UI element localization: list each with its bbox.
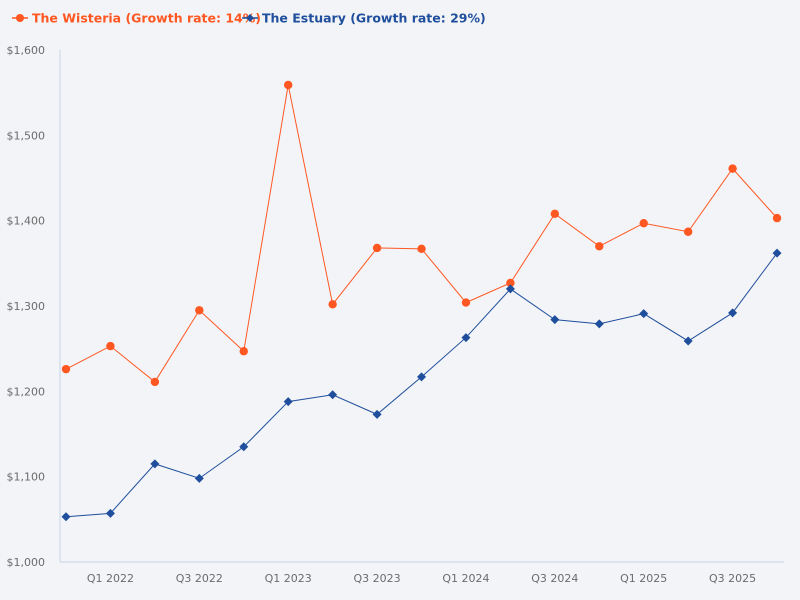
data-point xyxy=(417,244,426,254)
legend-marker-icon xyxy=(246,14,254,22)
data-point xyxy=(506,278,515,288)
data-point xyxy=(372,409,382,419)
data-point xyxy=(550,209,560,219)
x-tick-label: Q3 2022 xyxy=(176,572,223,585)
data-point xyxy=(772,248,782,258)
data-point xyxy=(328,300,337,309)
data-point xyxy=(150,377,160,387)
data-point xyxy=(461,298,471,307)
legend-label: The Wisteria (Growth rate: 14%) xyxy=(32,11,261,26)
data-point xyxy=(594,319,604,329)
data-point xyxy=(550,315,560,325)
x-tick-label: Q3 2024 xyxy=(531,572,578,585)
data-point xyxy=(284,80,293,90)
y-tick-label: $1,300 xyxy=(7,300,46,313)
y-tick-label: $1,100 xyxy=(7,471,46,484)
legend-label: The Estuary (Growth rate: 29%) xyxy=(262,11,486,26)
series-line-0 xyxy=(65,84,778,383)
data-point xyxy=(372,243,382,253)
data-point xyxy=(461,333,471,343)
data-point xyxy=(683,227,693,236)
y-tick-label: $1,500 xyxy=(7,129,46,142)
data-point xyxy=(283,397,293,407)
x-tick-label: Q3 2025 xyxy=(709,572,756,585)
x-tick-label: Q3 2023 xyxy=(354,572,401,585)
data-point xyxy=(328,390,338,400)
y-tick-label: $1,200 xyxy=(7,385,46,398)
data-point xyxy=(239,442,249,452)
y-tick-label: $1,400 xyxy=(7,215,46,228)
data-point xyxy=(683,336,693,346)
data-point xyxy=(728,164,737,173)
legend-marker-icon xyxy=(16,14,24,22)
data-point xyxy=(61,512,71,522)
data-point xyxy=(105,508,115,518)
x-tick-label: Q1 2024 xyxy=(442,572,489,585)
data-point xyxy=(106,341,115,351)
data-point xyxy=(595,242,604,251)
data-point xyxy=(61,364,71,374)
data-point xyxy=(150,459,160,469)
y-tick-label: $1,000 xyxy=(7,556,46,569)
data-point xyxy=(239,347,248,356)
x-tick-label: Q1 2022 xyxy=(87,572,134,585)
data-point xyxy=(639,219,648,228)
data-point xyxy=(194,473,204,483)
x-tick-label: Q1 2025 xyxy=(620,572,667,585)
data-point xyxy=(639,309,649,319)
data-point xyxy=(505,284,515,294)
x-tick-label: Q1 2023 xyxy=(265,572,312,585)
data-point xyxy=(417,372,427,382)
y-tick-label: $1,600 xyxy=(7,44,46,57)
data-point xyxy=(195,306,204,315)
series-line-1 xyxy=(65,252,778,518)
data-point xyxy=(772,213,782,223)
data-point xyxy=(728,308,738,318)
